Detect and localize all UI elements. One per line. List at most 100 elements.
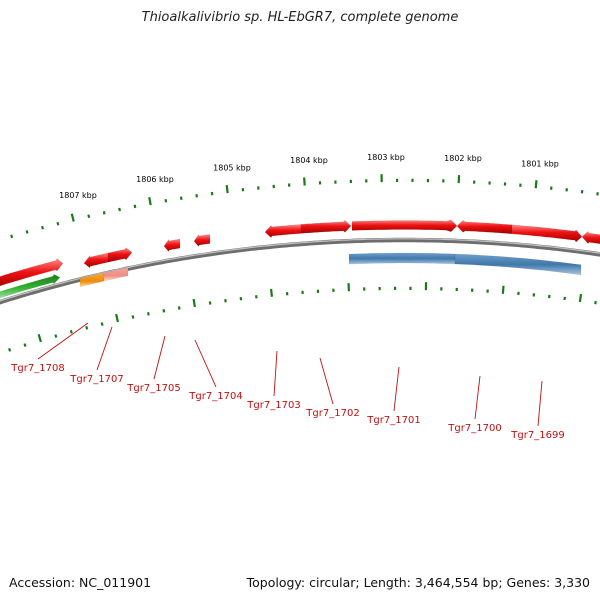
outer-tick-minor	[365, 179, 368, 183]
gene-label: Tgr7_1708	[10, 363, 64, 374]
outer-tick-minor	[519, 183, 522, 187]
inner-tick-minor	[146, 312, 150, 316]
outer-tick-minor	[41, 225, 44, 230]
outer-tick-minor	[272, 184, 275, 189]
outer-tick-minor	[334, 180, 337, 184]
gene-label: Tgr7_1700	[447, 423, 501, 434]
outer-tick-minor	[287, 183, 291, 187]
inner-tick-minor	[255, 295, 258, 299]
gene-leader-line	[153, 335, 166, 380]
kbp-labels: 1807 kbp 1806 kbp 1805 kbp 1804 kbp 1803 kbp…	[59, 153, 559, 200]
gene-label: Tgr7_1704	[188, 391, 242, 402]
inner-tick-major	[115, 313, 119, 323]
inner-tick-minor	[486, 289, 489, 293]
inner-tick-major	[347, 283, 350, 292]
kbp-label: 1801 kbp	[521, 160, 559, 169]
outer-tick-minor	[442, 179, 445, 183]
accession-text: Accession: NC_011901	[9, 575, 152, 590]
gene-salmon	[103, 267, 129, 282]
inner-tick-minor	[440, 287, 443, 291]
gene-label: Tgr7_1701	[366, 415, 420, 426]
kbp-label: 1804 kbp	[290, 156, 328, 165]
gene-forward	[264, 224, 302, 238]
outer-tick-minor	[411, 178, 414, 183]
gene-reverse-cds	[348, 252, 456, 265]
map-title: Thioalkalivibrio sp. HL-EbGR7, complete …	[141, 10, 459, 25]
outer-tick-minor	[102, 211, 106, 215]
outer-tick-minor	[596, 192, 599, 196]
gene-forward	[581, 231, 600, 244]
gene-forward	[511, 224, 583, 243]
backbone-highlight	[0, 238, 600, 302]
inner-tick-minor	[208, 301, 212, 305]
inner-tick-minor	[316, 289, 320, 293]
gene-forward	[193, 233, 211, 248]
inner-tick-minor	[100, 322, 104, 326]
outer-tick-minor	[503, 182, 507, 186]
inner-tick-minor	[54, 334, 58, 338]
inner-tick-minor	[301, 290, 304, 295]
gene-forward	[83, 252, 109, 269]
outer-tick-minor	[87, 214, 91, 219]
gene-forward-left-edge	[0, 258, 64, 287]
outer-tick-minor	[473, 180, 476, 184]
inner-tick-minor	[532, 293, 536, 297]
outer-tick-minor	[257, 186, 260, 190]
kbp-label: 1806 kbp	[136, 175, 174, 184]
inner-tick-major	[192, 298, 196, 308]
outer-tick-major	[457, 175, 461, 184]
gene-rna-green	[0, 274, 61, 299]
outer-tick-minor	[580, 189, 584, 194]
gene-leader-line	[474, 375, 481, 420]
outer-tick-minor	[550, 186, 553, 190]
outer-tick-minor	[10, 234, 14, 239]
inner-tick-major	[269, 288, 273, 297]
kbp-label: 1803 kbp	[367, 153, 405, 162]
outer-tick-minor	[133, 204, 137, 209]
gene-reverse-cds	[454, 253, 582, 276]
outer-tick-major	[534, 180, 538, 189]
kbp-label: 1805 kbp	[213, 163, 251, 172]
gene-leader-line	[96, 326, 113, 371]
gene-leader-line	[537, 380, 543, 427]
inner-tick-minor	[563, 296, 566, 301]
gene-leader-line	[37, 322, 89, 360]
gene-label: Tgr7_1707	[69, 374, 123, 385]
outer-tick-minor	[118, 207, 121, 212]
inner-tick-minor	[594, 300, 597, 305]
inner-tick-minor	[517, 291, 520, 296]
outer-tick-major	[225, 185, 229, 194]
kbp-label: 1802 kbp	[444, 154, 482, 163]
outer-tick-minor	[56, 221, 60, 226]
inner-tick-minor	[131, 315, 135, 319]
gene-label: Tgr7_1705	[126, 383, 180, 394]
backbone-arc	[0, 237, 600, 305]
inner-tick-minor	[548, 294, 551, 299]
inner-tick-major	[578, 293, 583, 303]
genome-backbone	[0, 237, 600, 305]
outer-tick-major	[70, 213, 75, 222]
inner-tick-minor	[85, 326, 89, 330]
genes	[0, 219, 600, 299]
inner-tick-minor	[409, 286, 412, 291]
gene-forward	[107, 247, 133, 263]
inner-tick-minor	[239, 296, 243, 301]
outer-tick-minor	[179, 196, 183, 200]
tick-marks	[8, 174, 599, 352]
inner-tick-minor	[177, 306, 181, 310]
gene-leader-line	[194, 339, 217, 388]
outer-tick-minor	[210, 191, 214, 196]
inner-tick-minor	[332, 288, 335, 292]
topology-summary: Topology: circular; Length: 3,464,554 bp…	[246, 575, 590, 590]
inner-tick-minor	[162, 309, 166, 313]
inner-tick-major	[501, 285, 505, 294]
gene-leader-line	[319, 357, 334, 405]
inner-tick-minor	[69, 329, 73, 334]
outer-tick-minor	[25, 230, 29, 234]
inner-tick-minor	[393, 286, 397, 291]
inner-tick-major	[37, 333, 42, 343]
outer-tick-major	[148, 197, 152, 206]
outer-tick-minor	[349, 179, 352, 184]
